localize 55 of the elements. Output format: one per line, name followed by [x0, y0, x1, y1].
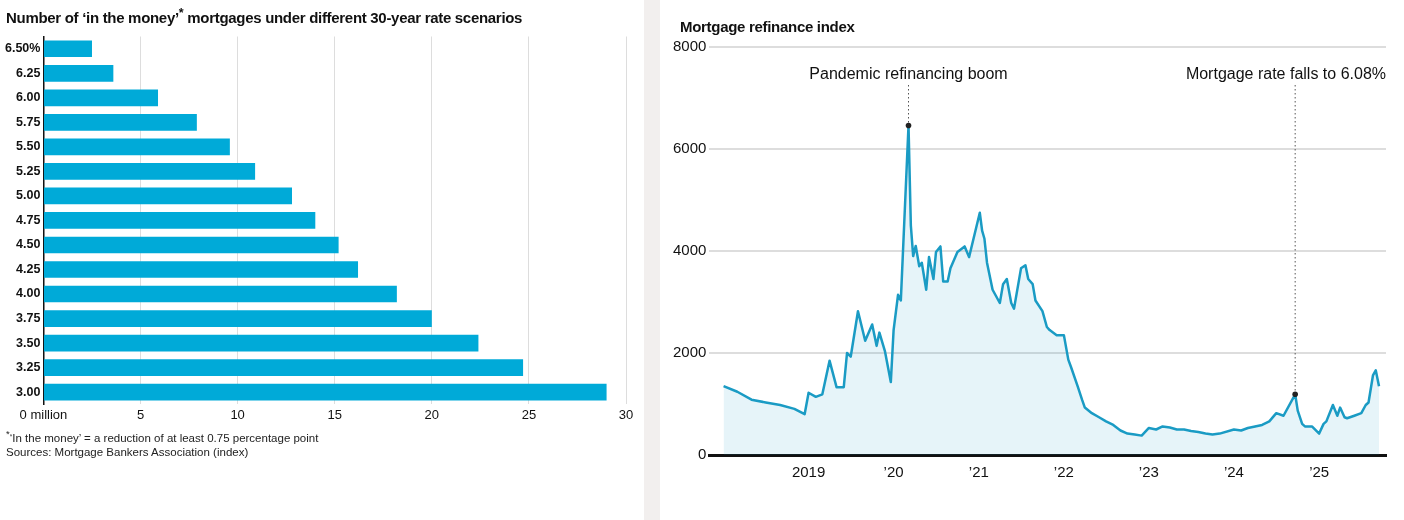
chart-title: Mortgage refinance index — [680, 18, 856, 35]
x-tick-label: 5 — [136, 406, 145, 422]
y-tick-label: 0 — [698, 445, 707, 463]
bar — [43, 383, 607, 401]
y-tick-label: 6000 — [672, 139, 707, 157]
y-tick-label: 6.25 — [16, 65, 41, 80]
x-tick-label: 20 — [424, 406, 440, 422]
bar — [43, 138, 230, 156]
bar — [43, 310, 432, 327]
bar — [43, 212, 316, 229]
x-tick-label: ’24 — [1223, 463, 1244, 481]
x-tick-label: 15 — [327, 406, 342, 422]
y-tick-label: 5.75 — [16, 114, 41, 129]
bar — [43, 261, 359, 278]
y-tick-label: 6.00 — [16, 90, 41, 105]
bar — [43, 334, 479, 352]
x-tick-label: 0 million — [19, 406, 68, 422]
source-note: Sources: Mortgage Bankers Association (index) — [6, 445, 250, 458]
bar — [43, 359, 524, 376]
y-tick-label: 4.50 — [16, 237, 41, 252]
bar — [43, 236, 339, 254]
y-tick-label: 5.50 — [16, 139, 41, 154]
y-tick-label: 5.25 — [16, 163, 41, 178]
x-tick-label: ’22 — [1053, 463, 1074, 481]
y-tick-label: 4.25 — [16, 261, 41, 276]
y-tick-label: 3.50 — [16, 335, 41, 350]
annotation: Pandemic refinancing boom — [809, 65, 1008, 82]
y-tick-label: 5.00 — [16, 188, 41, 203]
y-tick-label: 4.75 — [16, 212, 41, 227]
y-tick-label: 4.00 — [16, 286, 41, 301]
y-tick-label: 4000 — [672, 241, 707, 259]
x-tick-label: ’23 — [1138, 463, 1159, 481]
bar — [43, 187, 292, 205]
bar — [43, 114, 197, 131]
x-tick-label: ’25 — [1309, 463, 1330, 481]
bar — [43, 285, 397, 303]
y-tick-label: 2000 — [672, 343, 707, 361]
y-tick-label: 6.50% — [4, 41, 41, 56]
text: $^{*}$‘In the money’ = a reduction of at least 0.75 percentage point — [6, 428, 320, 444]
bar — [43, 64, 114, 82]
bar — [43, 40, 92, 58]
bar — [43, 89, 159, 107]
x-tick-label: 25 — [521, 406, 537, 422]
x-tick-label: 30 — [618, 406, 634, 422]
x-tick-label: 2019 — [791, 463, 826, 481]
x-tick-label: ’21 — [968, 463, 989, 481]
y-tick-label: 3.25 — [16, 360, 41, 375]
bar — [43, 163, 256, 180]
x-tick-label: ’20 — [883, 463, 904, 481]
annotation: Mortgage rate falls to 6.08% — [1185, 65, 1386, 82]
y-tick-label: 8000 — [672, 37, 707, 55]
x-tick-label: 10 — [230, 406, 245, 422]
y-tick-label: 3.75 — [16, 311, 41, 326]
chart-title: Number of ‘in the money’$^{*}$ mortgages under different 30-year rate scenarios — [6, 6, 524, 26]
y-tick-label: 3.00 — [16, 384, 41, 399]
